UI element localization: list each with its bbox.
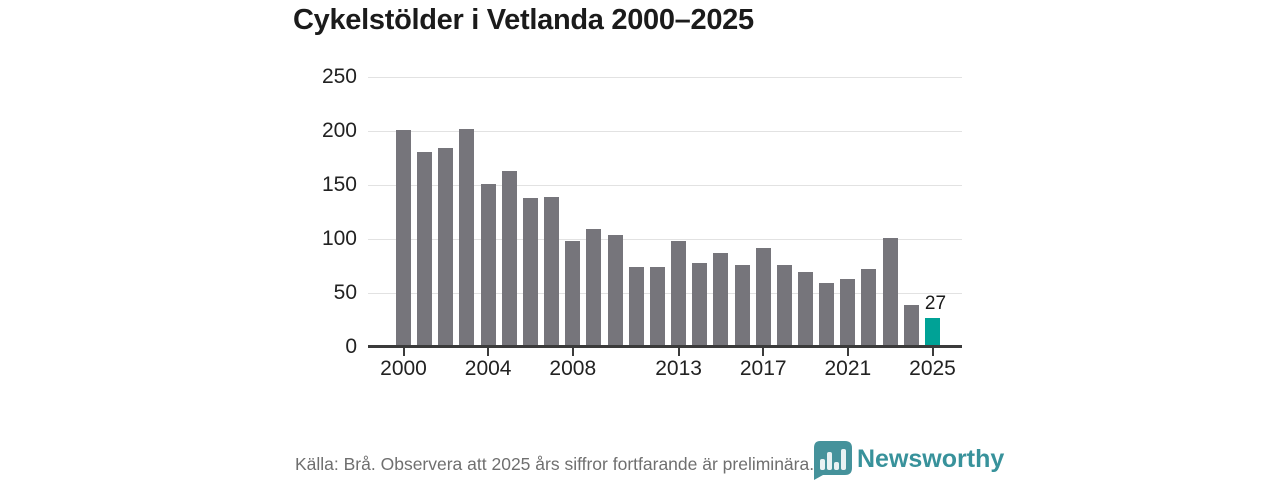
newsworthy-logo-icon [810,440,854,480]
bar-2000 [396,129,411,347]
chart-title: Cykelstölder i Vetlanda 2000–2025 [293,4,754,36]
x-axis-line [368,345,962,348]
bar-2004 [480,183,496,347]
bar-2010 [607,234,623,347]
bar-2023 [882,237,898,347]
x-axis-tick [571,348,574,356]
bar-2002 [438,148,454,347]
gridline [368,239,962,240]
bar-2016 [734,264,750,347]
x-axis-tick-label: 2013 [655,357,702,380]
bar-2018 [776,264,792,347]
bar-2009 [586,229,602,347]
highlight-value-label: 27 [924,292,947,314]
bar-2003 [459,128,475,347]
gridline [368,131,962,132]
bar-2001 [417,151,433,347]
gridline [368,77,962,78]
x-axis-tick-label: 2021 [824,357,872,380]
y-axis-tick-label: 150 [321,173,357,196]
bar-2005 [501,170,517,347]
bar-2006 [522,197,538,347]
y-axis-tick-label: 250 [321,65,357,88]
bar-series [396,77,940,347]
source-note: Källa: Brå. Observera att 2025 års siffr… [295,454,815,474]
gridline [368,293,962,294]
bar-2025 [924,317,940,347]
x-axis-tick-label: 2017 [739,357,787,380]
bar-2019 [797,272,813,347]
y-axis-tick-label: 200 [321,119,357,142]
bar-2008 [565,241,581,347]
bar-2007 [544,196,560,347]
y-axis-labels: 0 50 100 150 200 250 [280,65,357,358]
x-axis-tick [402,348,405,356]
bar-2013 [671,241,687,347]
x-axis-tick [846,348,849,356]
y-axis-tick-label: 50 [333,281,357,304]
y-axis-tick-label: 100 [321,227,357,250]
x-axis-tick-label: 2000 [380,357,427,380]
newsworthy-wordmark: Newsworthy [857,445,1005,473]
bar-2011 [628,267,644,347]
gridlines [368,77,962,347]
bar-2022 [861,269,877,347]
x-axis-labels: 2000 2004 2008 2013 2017 2021 2025 [380,357,956,381]
bar-2015 [713,253,729,347]
y-axis-tick-label: 0 [345,335,357,358]
x-axis-ticks [396,348,940,357]
newsworthy-logo: Newsworthy [810,440,1004,480]
x-axis-tick-label: 2004 [464,357,512,380]
x-axis-tick-label: 2025 [909,357,956,380]
bar-2012 [649,267,665,347]
x-axis-tick [931,348,934,356]
x-axis-tick-label: 2008 [549,357,597,380]
bar-2017 [755,247,771,347]
bar-2024 [903,304,919,347]
x-axis-tick [487,348,490,356]
x-axis-tick [762,348,765,356]
bar-2014 [692,262,708,347]
bar-2020 [819,283,835,347]
bar-2021 [840,278,856,347]
x-axis-tick [677,348,680,356]
gridline [368,185,962,186]
